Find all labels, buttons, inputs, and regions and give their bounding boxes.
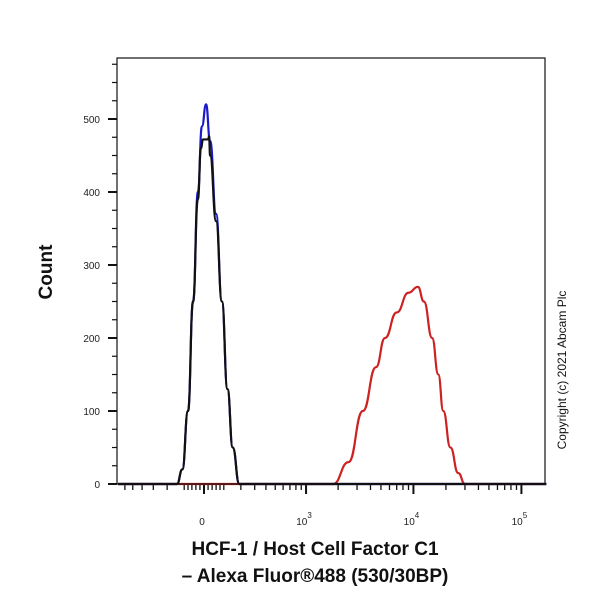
y-tick-label: 200 <box>83 334 100 345</box>
series-line-2 <box>118 135 547 486</box>
series-line-0 <box>118 285 547 486</box>
x-tick-label: 0 <box>199 517 205 528</box>
plot-frame <box>116 57 546 485</box>
x-tick-label: 103 <box>296 511 312 528</box>
y-tick-label: 400 <box>83 188 100 199</box>
copyright-text: Copyright (c) 2021 Abcam Plc <box>555 291 569 450</box>
y-tick-label: 0 <box>94 480 100 491</box>
series-layer <box>118 103 547 486</box>
y-tick-label: 300 <box>83 261 100 272</box>
x-axis-label-line2: – Alexa Fluor®488 (530/30BP) <box>182 566 449 587</box>
y-tick-label: 100 <box>83 407 100 418</box>
x-tick-label: 104 <box>404 511 420 528</box>
series-line-1 <box>118 103 547 486</box>
y-axis-label: Count <box>36 244 57 300</box>
y-tick-label: 500 <box>83 115 100 126</box>
x-axis-label-line1: HCF-1 / Host Cell Factor C1 <box>191 539 438 560</box>
axes: 0 100 200 300 400 500 0 103 104 105 <box>83 63 528 528</box>
x-tick-label: 105 <box>512 511 528 528</box>
